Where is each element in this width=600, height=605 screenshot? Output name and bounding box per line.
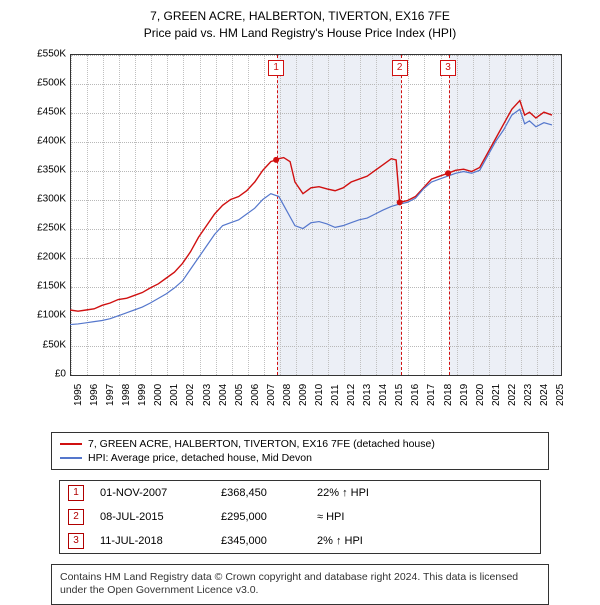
event-marker-3: 3 xyxy=(68,533,84,549)
x-axis-label: 2002 xyxy=(185,383,196,405)
title-line-1: 7, GREEN ACRE, HALBERTON, TIVERTON, EX16… xyxy=(0,8,600,25)
legend-label-property: 7, GREEN ACRE, HALBERTON, TIVERTON, EX16… xyxy=(88,438,435,450)
y-axis-label: £200K xyxy=(26,252,66,263)
legend: 7, GREEN ACRE, HALBERTON, TIVERTON, EX16… xyxy=(51,432,549,470)
event-price-3: £345,000 xyxy=(221,535,301,547)
x-axis-label: 2005 xyxy=(234,383,245,405)
x-axis-label: 2022 xyxy=(507,383,518,405)
x-axis-label: 2021 xyxy=(491,383,502,405)
x-axis-label: 2013 xyxy=(362,383,373,405)
x-axis-label: 2017 xyxy=(426,383,437,405)
events-row-1: 1 01-NOV-2007 £368,450 22% ↑ HPI xyxy=(60,481,540,505)
y-axis-label: £450K xyxy=(26,106,66,117)
x-axis-label: 2006 xyxy=(250,383,261,405)
legend-label-hpi: HPI: Average price, detached house, Mid … xyxy=(88,452,312,464)
x-axis-label: 2001 xyxy=(169,383,180,405)
x-axis-label: 2020 xyxy=(475,383,486,405)
series-property xyxy=(70,100,552,311)
x-axis-label: 1998 xyxy=(121,383,132,405)
x-axis-label: 2000 xyxy=(153,383,164,405)
series-svg xyxy=(70,54,560,374)
x-axis-label: 2007 xyxy=(266,383,277,405)
x-axis-label: 2018 xyxy=(443,383,454,405)
x-axis-label: 2009 xyxy=(298,383,309,405)
events-table: 1 01-NOV-2007 £368,450 22% ↑ HPI 2 08-JU… xyxy=(59,480,541,554)
x-axis-label: 1997 xyxy=(105,383,116,405)
x-axis-label: 2003 xyxy=(202,383,213,405)
event-note-1: 22% ↑ HPI xyxy=(317,487,427,499)
event-marker-1: 1 xyxy=(68,485,84,501)
y-axis-label: £150K xyxy=(26,281,66,292)
events-row-3: 3 11-JUL-2018 £345,000 2% ↑ HPI xyxy=(60,529,540,553)
event-date-1: 01-NOV-2007 xyxy=(100,487,205,499)
x-axis-label: 2004 xyxy=(218,383,229,405)
x-axis-label: 1999 xyxy=(137,383,148,405)
x-axis-label: 2023 xyxy=(523,383,534,405)
sale-point xyxy=(397,199,403,205)
sale-point xyxy=(273,156,279,162)
event-date-2: 08-JUL-2015 xyxy=(100,511,205,523)
x-axis-label: 2008 xyxy=(282,383,293,405)
y-axis-label: £100K xyxy=(26,310,66,321)
x-axis-label: 2016 xyxy=(410,383,421,405)
title-line-2: Price paid vs. HM Land Registry's House … xyxy=(0,25,600,42)
sale-point xyxy=(445,170,451,176)
y-axis-label: £350K xyxy=(26,164,66,175)
event-price-2: £295,000 xyxy=(221,511,301,523)
y-axis-label: £400K xyxy=(26,135,66,146)
x-axis-label: 2015 xyxy=(394,383,405,405)
x-axis-label: 1995 xyxy=(73,383,84,405)
x-axis-label: 2024 xyxy=(539,383,550,405)
x-axis-label: 2019 xyxy=(459,383,470,405)
chart-container: 7, GREEN ACRE, HALBERTON, TIVERTON, EX16… xyxy=(0,0,600,605)
event-date-3: 11-JUL-2018 xyxy=(100,535,205,547)
y-axis-label: £250K xyxy=(26,223,66,234)
legend-row-property: 7, GREEN ACRE, HALBERTON, TIVERTON, EX16… xyxy=(60,437,540,451)
legend-swatch-property xyxy=(60,443,82,445)
x-axis-label: 2025 xyxy=(555,383,566,405)
x-axis-label: 2011 xyxy=(330,384,341,406)
x-axis-label: 1996 xyxy=(89,383,100,405)
y-axis-label: £550K xyxy=(26,48,66,59)
event-marker-2: 2 xyxy=(68,509,84,525)
title-block: 7, GREEN ACRE, HALBERTON, TIVERTON, EX16… xyxy=(0,0,600,46)
chart-area: £0 £50K £100K £150K £200K £250K £300K £350K £400… xyxy=(20,54,580,414)
event-note-3: 2% ↑ HPI xyxy=(317,535,427,547)
legend-row-hpi: HPI: Average price, detached house, Mid … xyxy=(60,451,540,465)
y-axis-label: £300K xyxy=(26,194,66,205)
gridline-h xyxy=(71,375,561,376)
events-row-2: 2 08-JUL-2015 £295,000 ≈ HPI xyxy=(60,505,540,529)
legend-swatch-hpi xyxy=(60,457,82,459)
x-axis-label: 2014 xyxy=(378,383,389,405)
footer-attribution: Contains HM Land Registry data © Crown c… xyxy=(51,564,549,605)
event-price-1: £368,450 xyxy=(221,487,301,499)
y-axis-label: £0 xyxy=(26,368,66,379)
x-axis-label: 2012 xyxy=(346,383,357,405)
y-axis-label: £50K xyxy=(26,339,66,350)
event-note-2: ≈ HPI xyxy=(317,511,427,523)
x-axis-label: 2010 xyxy=(314,383,325,405)
y-axis-label: £500K xyxy=(26,77,66,88)
